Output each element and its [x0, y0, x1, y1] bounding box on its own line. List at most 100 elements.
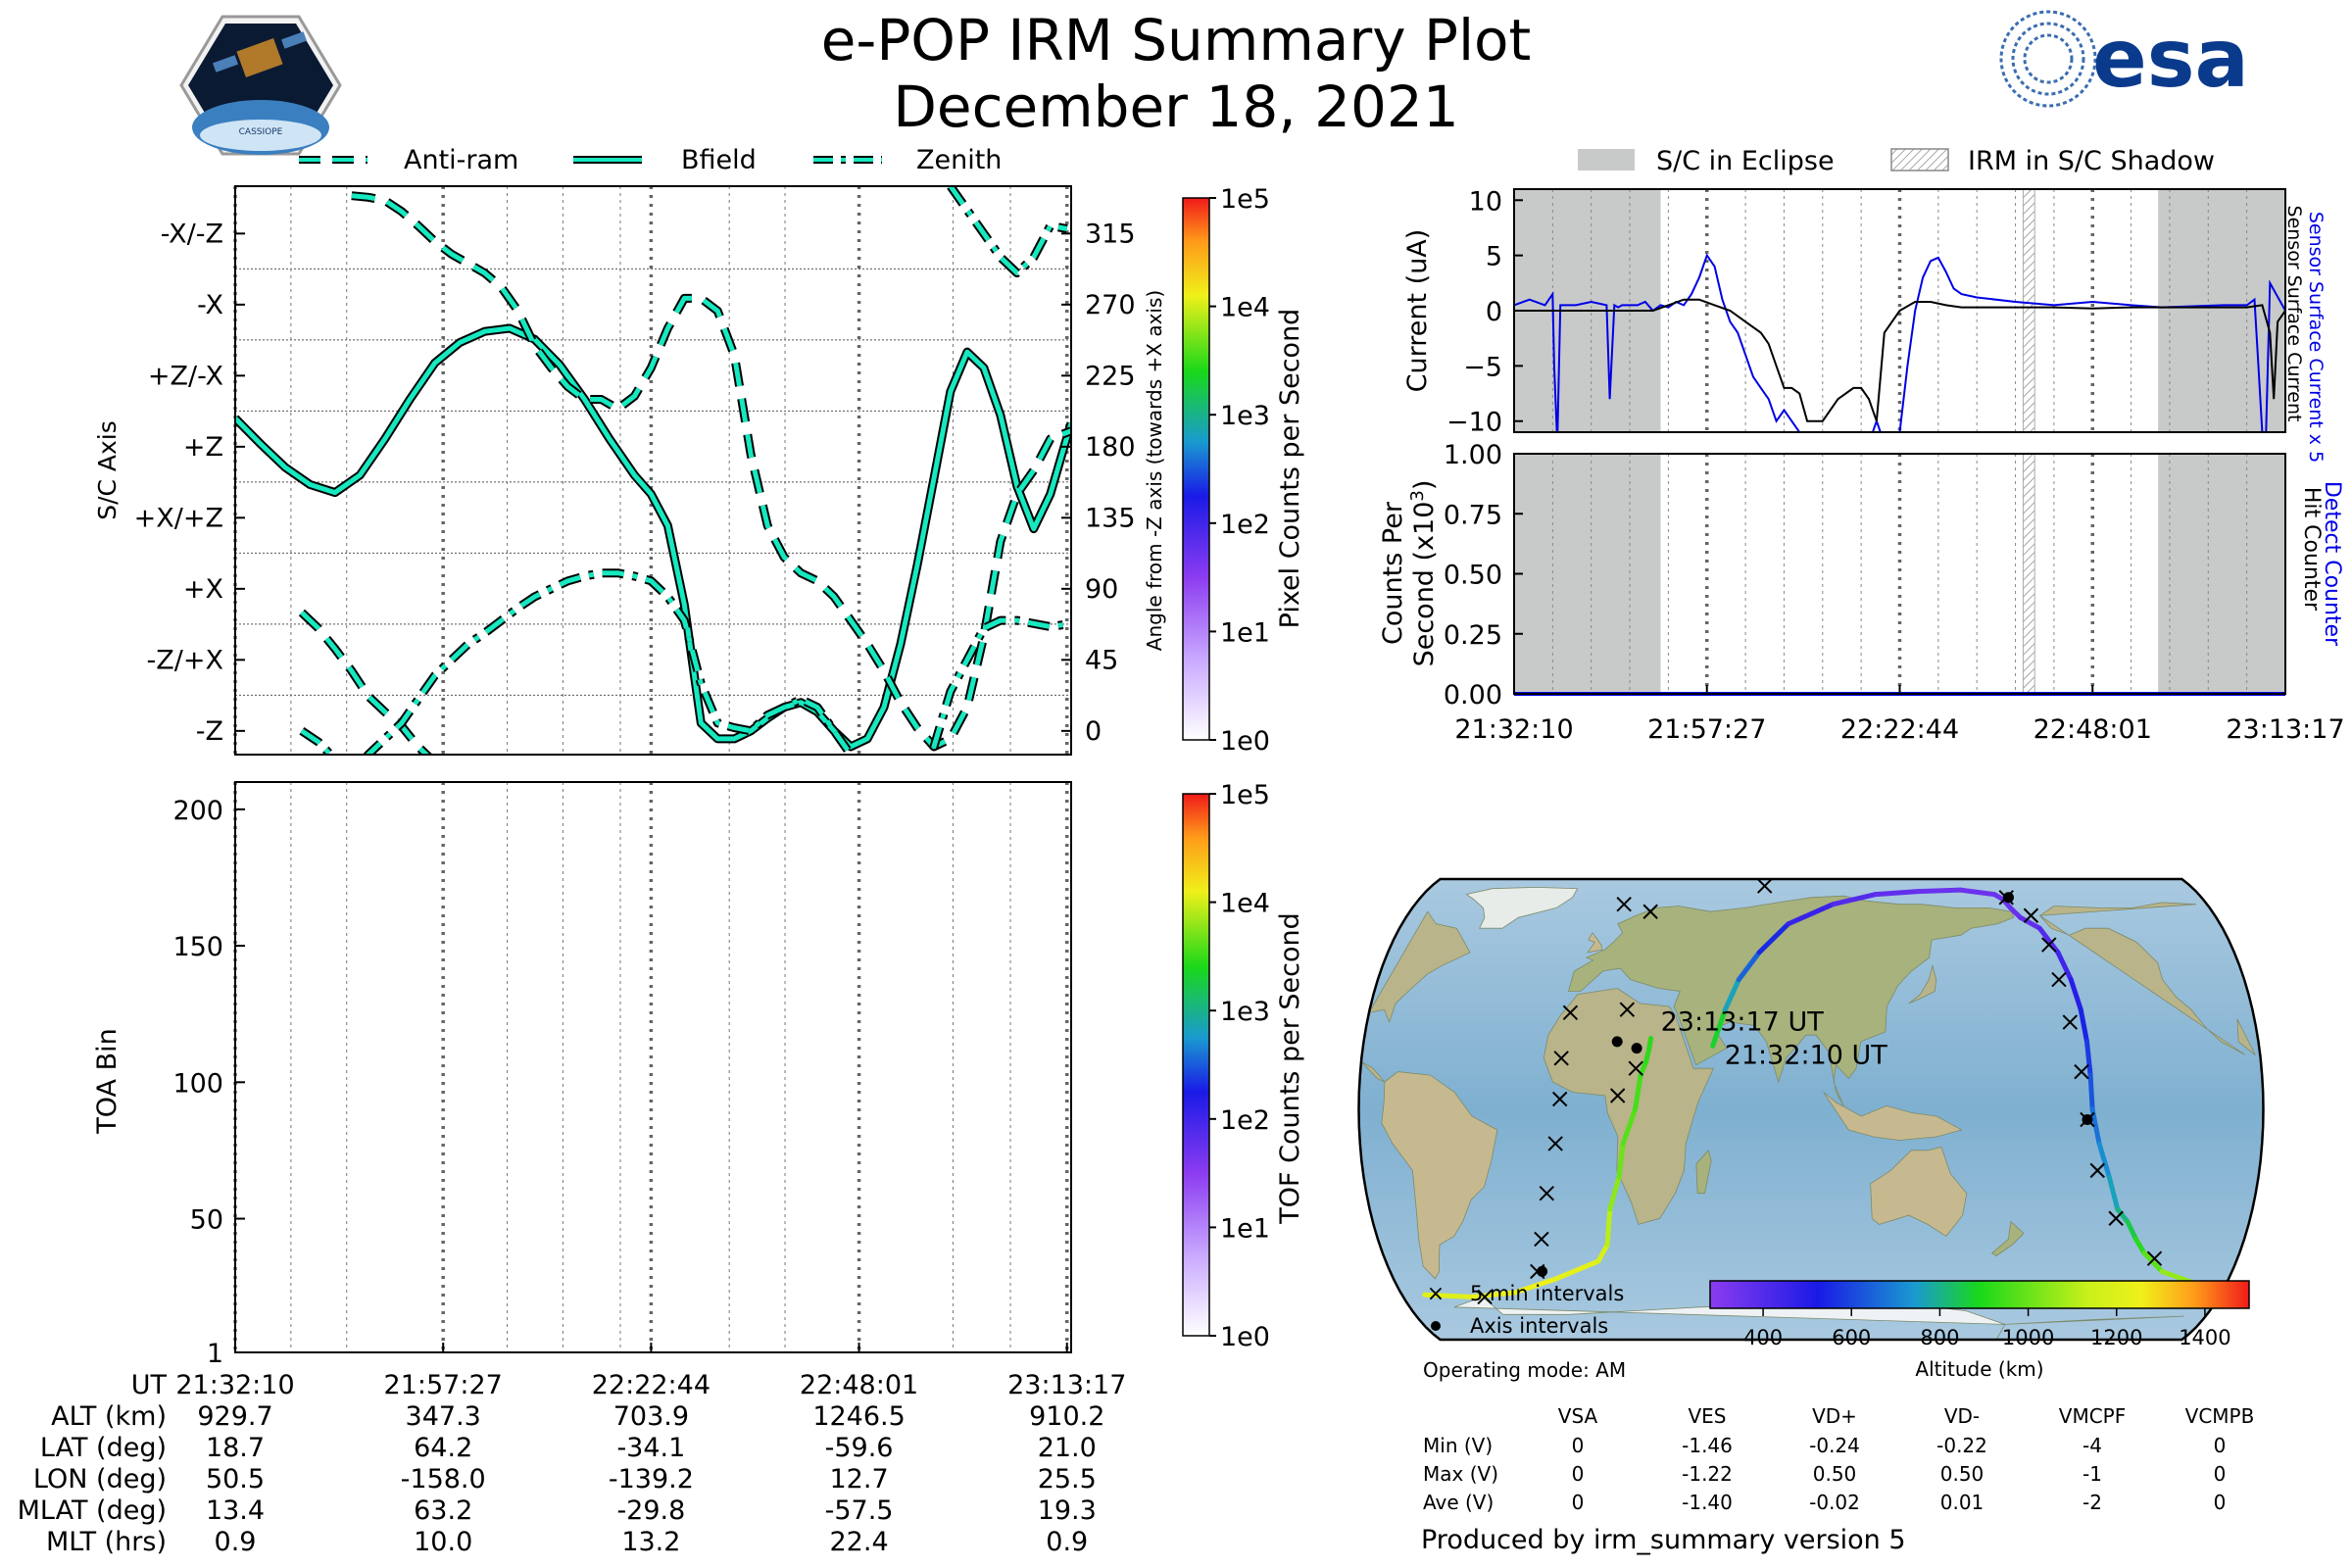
counts-ylabel-1: Counts Per: [1378, 501, 1408, 645]
track-segment: [2078, 1006, 2090, 1045]
pixel-colorbar-tick-label: 1e4: [1220, 293, 1270, 323]
ephemeris-header: UT: [131, 1370, 168, 1400]
chart-subtitle: December 18, 2021: [893, 74, 1459, 140]
ephemeris-table: UT 21:32:10 21:57:27 22:22:44 22:48:01 23:13:…: [18, 1370, 1127, 1557]
ephemeris-value: 703.9: [613, 1401, 689, 1432]
voltage-column-header: VSA: [1558, 1404, 1598, 1428]
ephemeris-row-label: LAT (deg): [40, 1433, 167, 1463]
track-cross-marker: [2023, 907, 2039, 923]
counts-y-tick-label: 0.75: [1444, 500, 1502, 530]
tof-colorbar-tick-label: 1e5: [1220, 780, 1270, 810]
voltage-column-header: VMCPF: [2059, 1404, 2126, 1428]
ephemeris-value: 22.4: [830, 1527, 889, 1557]
track-segment: [1722, 977, 1741, 1012]
legend-cross-marker: ×: [1427, 1282, 1445, 1306]
track-dot-marker: [1611, 1036, 1623, 1048]
toa-y-tick-label: 150: [172, 932, 223, 962]
track-dot-marker: [1631, 1043, 1642, 1054]
ephemeris-value: 12.7: [830, 1464, 889, 1494]
altitude-ticks: 400 600 800 1000 1200 1400: [1743, 1308, 2231, 1349]
voltage-value: -0.24: [1809, 1434, 1860, 1457]
voltage-value: 0: [1572, 1462, 1585, 1486]
legend-cross-label: 5 min intervals: [1470, 1282, 1624, 1305]
series-zenith-upper: [948, 186, 1068, 276]
ephemeris-value: 50.5: [206, 1464, 265, 1494]
current-panel: 10 5 0 −5 −10 Current (uA) Sensor Surface Cu…: [1402, 186, 2327, 463]
tof-colorbar-label: TOF Counts per Second: [1275, 912, 1305, 1225]
current-y-tick-label: 5: [1486, 242, 1502, 272]
track-cross-marker: [1619, 1002, 1636, 1017]
track-segment: [1468, 1290, 1518, 1299]
track-cross-marker: [1534, 1231, 1549, 1248]
counts-x-tick-label: 21:32:10: [1454, 714, 1573, 745]
attitude-axis-label: -Z/+X: [147, 645, 223, 675]
current-y-tick-label: 10: [1469, 186, 1502, 217]
track-segment: [2055, 950, 2074, 983]
ephemeris-value: -139.2: [609, 1464, 694, 1494]
track-cross-marker: [2108, 1210, 2124, 1226]
mission-badge: CASSIOPE: [179, 15, 342, 156]
altitude-label: Altitude (km): [1915, 1357, 2043, 1381]
counts-x-tick-label: 23:13:17: [2226, 714, 2344, 745]
series-zenith: [300, 570, 1071, 755]
counts-right-label-blue: Detect Counter: [2320, 481, 2344, 647]
altitude-colorbar: 400 600 800 1000 1200 1400 Altitude (km): [1709, 1280, 2250, 1381]
counts-y-tick-label: 0.50: [1444, 561, 1502, 591]
attitude-angle-label: 135: [1085, 503, 1136, 533]
track-segment: [1756, 921, 1791, 956]
track-cross-marker: [2146, 1250, 2163, 1266]
pixel-colorbar-tick-label: 1e2: [1220, 510, 1270, 540]
legend-antiram-label: Anti-ram: [404, 145, 518, 175]
attitude-frame: [234, 185, 1072, 756]
track-segment: [1595, 1242, 1610, 1264]
continent-antarctica: [2004, 1315, 2184, 1325]
track-cross-marker: [1642, 904, 1658, 919]
voltage-column-header: VD+: [1812, 1404, 1857, 1428]
track-segment: [1553, 1258, 1601, 1282]
track-segment: [1616, 1141, 1626, 1180]
current-ylabel: Current (uA): [1402, 229, 1433, 393]
voltage-value: 0.50: [1813, 1462, 1857, 1486]
counts-x-ticks: 21:32:10 21:57:27 22:22:44 22:48:01 23:13:17: [1454, 685, 2345, 745]
ephemeris-row-label: MLT (hrs): [46, 1527, 167, 1557]
tof-colorbar-tick-label: 1e2: [1220, 1105, 1270, 1136]
continent-new-zealand: [1990, 1220, 2025, 1256]
tof-colorbar-tick-label: 1e1: [1220, 1213, 1270, 1244]
voltage-row-label: Min (V): [1423, 1434, 1493, 1457]
track-segment: [1957, 887, 1997, 898]
track-cross-marker: [1562, 1004, 1579, 1021]
track-cross-marker: [1553, 1051, 1569, 1066]
current-y-ticks: 10 5 0 −5 −10: [1446, 186, 1523, 438]
attitude-y2label: Angle from -Z axis (towards +X axis): [1143, 290, 1166, 651]
current-right-label-blue: Sensor Surface Current x 5: [2305, 212, 2327, 463]
track-segment: [1633, 1072, 1643, 1112]
ephemeris-row-label: ALT (km): [51, 1401, 167, 1432]
pixel-colorbar-tick-label: 1e1: [1220, 617, 1270, 648]
ephemeris-value: 13.2: [621, 1527, 680, 1557]
track-cross-marker: [1628, 1060, 1643, 1076]
counts-y-ticks: 1.00 0.75 0.50 0.25 0.00: [1444, 440, 1523, 710]
voltage-value: -4: [2082, 1434, 2102, 1457]
track-cross-marker: [2089, 1162, 2105, 1179]
track-cross-marker: [1756, 878, 1773, 894]
track-segment: [1422, 1292, 1474, 1299]
attitude-angle-label: 270: [1085, 290, 1136, 320]
legend-bfield-label: Bfield: [681, 145, 757, 175]
continent-north-america: [2236, 1018, 2256, 1055]
toa-y-tick-label: 200: [172, 796, 223, 826]
voltage-value: 0: [2214, 1462, 2227, 1486]
voltage-row-label: Max (V): [1423, 1462, 1498, 1486]
attitude-axis-label: +X: [183, 574, 223, 605]
pixel-colorbar: 1e0 1e1 1e2 1e3 1e4 1e5 Pixel Counts per Seco…: [1182, 184, 1305, 757]
legend-eclipse-swatch: [1578, 149, 1635, 171]
ephemeris-value: 1246.5: [812, 1401, 905, 1432]
attitude-angle-label: 180: [1085, 432, 1136, 463]
ephemeris-value: 21.0: [1038, 1433, 1097, 1463]
voltage-value: -2: [2082, 1491, 2102, 1514]
tof-colorbar-tick-label: 1e3: [1220, 997, 1270, 1027]
continent-indonesia: [1823, 1092, 1963, 1141]
ephemeris-value: 63.2: [414, 1495, 472, 1526]
ephemeris-time: 23:13:17: [1007, 1370, 1126, 1400]
